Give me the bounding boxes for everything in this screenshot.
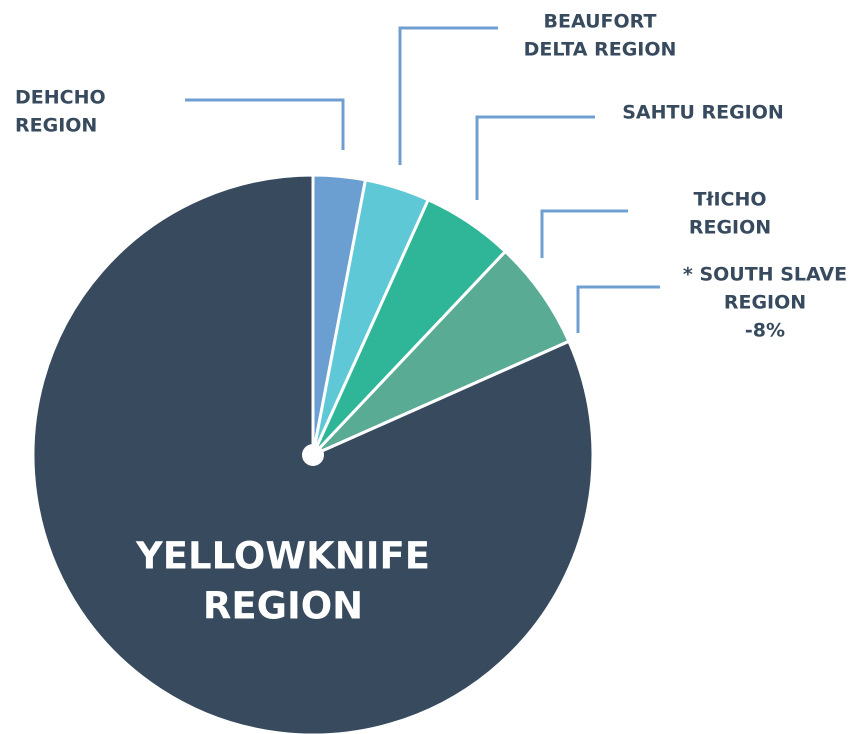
- leader-line: [475, 115, 595, 200]
- category-label: -8%: [745, 320, 785, 342]
- slice-label: YELLOWKNIFE: [135, 535, 430, 578]
- category-label: SAHTU REGION: [622, 102, 784, 124]
- category-label: REGION: [15, 115, 97, 137]
- leader-line: [576, 285, 660, 333]
- category-label: * SOUTH SLAVE: [683, 264, 847, 286]
- leader-line: [185, 98, 345, 150]
- category-label: BEAUFORT: [544, 11, 657, 33]
- leader-line: [540, 209, 628, 258]
- center-dot: [302, 444, 324, 466]
- category-label: REGION: [724, 292, 806, 314]
- category-label: TłICHO: [693, 189, 766, 211]
- leader-line: [398, 26, 498, 165]
- category-label: REGION: [689, 217, 771, 239]
- slice-label: REGION: [203, 585, 363, 628]
- category-label: DELTA REGION: [524, 39, 677, 61]
- category-label: DEHCHO: [15, 87, 106, 109]
